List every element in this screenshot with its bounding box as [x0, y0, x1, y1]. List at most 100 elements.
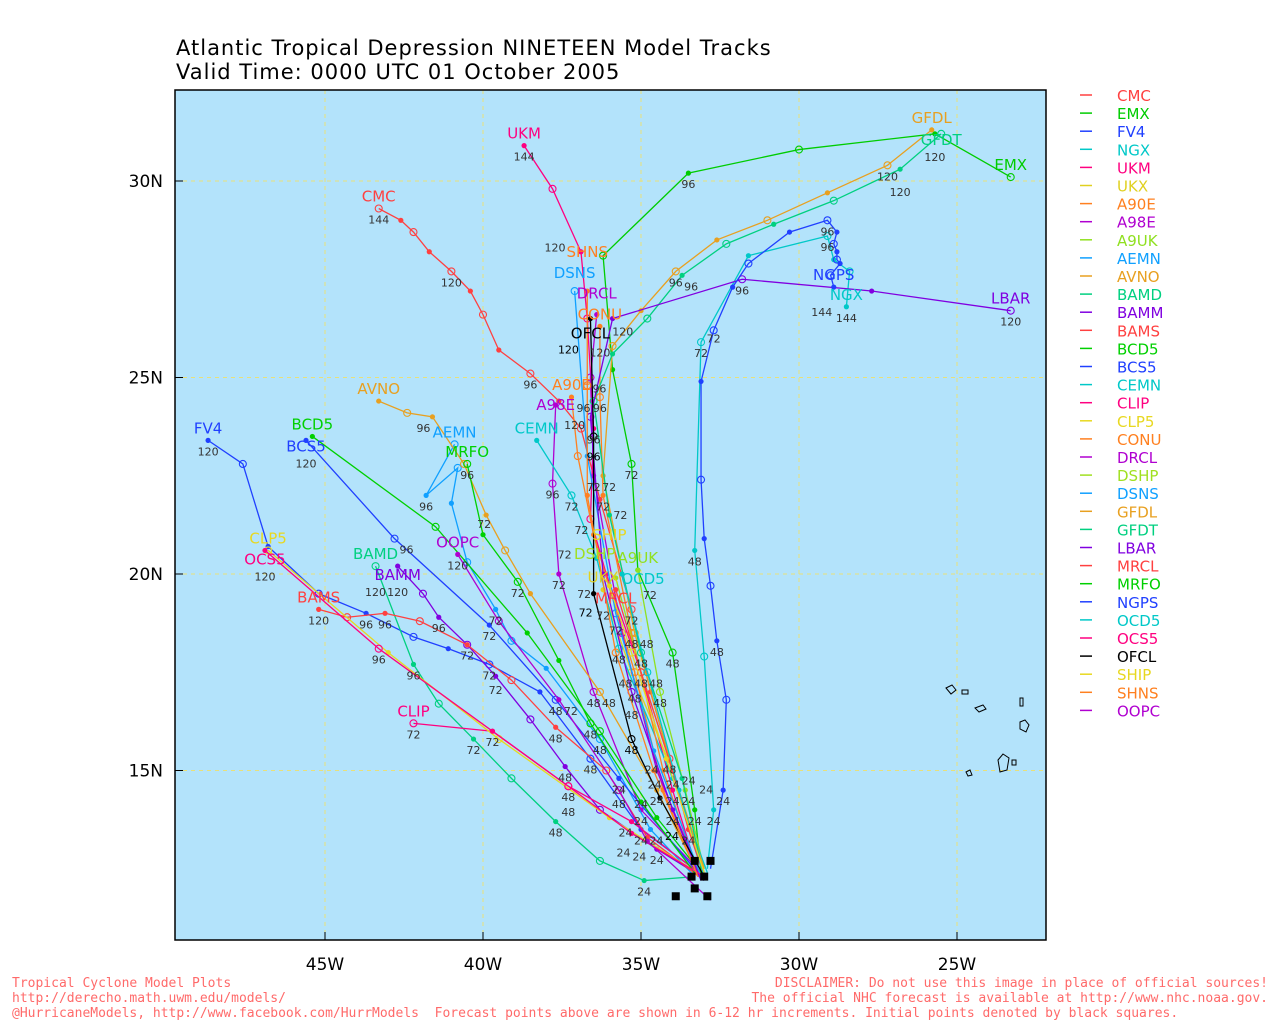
hour-label: 48: [561, 791, 575, 804]
initial-position-square: [700, 872, 709, 881]
track-line: [589, 278, 1011, 881]
legend-label: OCD5: [1117, 612, 1160, 630]
forecast-point: [641, 877, 647, 884]
forecast-point: [573, 452, 582, 461]
hour-label: 120: [296, 457, 317, 470]
forecast-point: [543, 665, 549, 671]
forecast-point: [720, 787, 726, 793]
forecast-point: [700, 652, 709, 661]
track-name-label: SHNS: [567, 243, 609, 261]
legend-label: BCS5: [1117, 359, 1157, 377]
x-tick-label: 40W: [464, 955, 503, 975]
forecast-point: [619, 571, 625, 577]
hour-label: 24: [650, 854, 664, 867]
forecast-point: [763, 216, 772, 225]
track-name-label: FV4: [194, 419, 222, 437]
forecast-point: [657, 795, 663, 801]
hour-label: 96: [372, 654, 386, 667]
forecast-point: [556, 398, 562, 404]
forecast-point: [423, 492, 429, 498]
forecast-point: [711, 807, 717, 813]
forecast-point: [507, 774, 516, 783]
forecast-point: [643, 668, 652, 677]
forecast-point: [832, 255, 841, 264]
forecast-point: [714, 237, 720, 243]
hour-label: 96: [359, 618, 373, 631]
initial-position-square: [690, 856, 699, 865]
track-name-label: BAMD: [353, 545, 398, 563]
legend-item-ukm: UKM: [1080, 159, 1151, 177]
hour-label: 72: [485, 736, 499, 749]
hour-label: 24: [634, 815, 648, 828]
hour-label: 96: [523, 379, 537, 392]
forecast-point: [897, 166, 903, 172]
legend-label: OOPC: [1117, 702, 1160, 720]
hour-label: 72: [587, 481, 601, 494]
track-line: [608, 585, 705, 873]
forecast-point: [398, 217, 404, 223]
track-name-label: OOPC: [436, 533, 479, 551]
hour-label: 24: [617, 846, 631, 859]
forecast-point: [521, 143, 527, 149]
forecast-point: [829, 239, 838, 248]
hour-label: 72: [574, 524, 588, 537]
legend-label: OCS5: [1117, 630, 1158, 648]
forecast-point: [599, 251, 608, 260]
forecast-point: [436, 614, 442, 620]
forecast-point: [374, 204, 383, 213]
legend-label: CLIP: [1117, 395, 1149, 413]
map-frame: [174, 89, 1047, 941]
forecast-point: [602, 766, 611, 775]
legend-label: CMC: [1117, 87, 1151, 105]
forecast-point: [670, 787, 676, 793]
forecast-point: [586, 754, 595, 763]
hour-label: 48: [634, 658, 648, 671]
forecast-point: [663, 756, 669, 762]
legend-label: BAMM: [1117, 304, 1163, 322]
track-mrfo: [463, 459, 696, 874]
forecast-point: [410, 661, 417, 667]
hour-label: 48: [612, 654, 626, 667]
track-oopc: [455, 551, 711, 901]
legend-item-gfdt: GFDT: [1080, 521, 1159, 539]
hour-label: 48: [640, 638, 654, 651]
hour-label: 120: [924, 151, 945, 164]
forecast-point: [845, 267, 854, 276]
forecast-point: [316, 606, 322, 612]
legend-label: FV4: [1117, 123, 1145, 141]
track-name-label: OCS5: [244, 550, 285, 568]
hour-label: 144: [514, 151, 535, 164]
forecast-point: [670, 807, 676, 813]
track-line: [311, 435, 705, 878]
legend-item-ngx: NGX: [1080, 141, 1150, 159]
forecast-point: [929, 127, 935, 133]
track-name-label: DSHP: [574, 545, 615, 563]
forecast-point: [409, 719, 418, 728]
hour-label: 72: [625, 614, 639, 627]
forecast-point: [447, 267, 456, 276]
hour-label: 24: [619, 827, 633, 840]
legend-label: BCD5: [1117, 340, 1159, 358]
forecast-point: [829, 196, 838, 205]
forecast-point: [587, 315, 594, 322]
forecast-point: [478, 310, 488, 319]
forecast-point: [463, 459, 472, 469]
forecast-point: [556, 697, 562, 703]
hour-label: 72: [625, 469, 639, 482]
forecast-point: [679, 272, 685, 278]
hour-label: 96: [406, 669, 420, 682]
forecast-point: [455, 551, 461, 557]
legend-item-shns: SHNS: [1080, 684, 1159, 702]
track-name-label: GFDL: [912, 109, 953, 127]
legend-item-mrfo: MRFO: [1080, 576, 1161, 594]
forecast-point: [483, 512, 489, 518]
footer-site-url[interactable]: http://derecho.math.uwm.edu/models/: [12, 991, 286, 1006]
footer-right: DISCLAIMER: Do not use this image in pla…: [751, 976, 1268, 1006]
forecast-point: [595, 856, 604, 865]
forecast-point: [786, 229, 793, 235]
legend-item-a98e: A98E: [1080, 214, 1156, 232]
forecast-point: [671, 267, 680, 276]
axis-ticks: 45W 40W 35W 30W 25W 30N 25N 20N 15N: [129, 172, 977, 975]
hour-label: 48: [619, 677, 633, 690]
forecast-point: [496, 347, 502, 353]
